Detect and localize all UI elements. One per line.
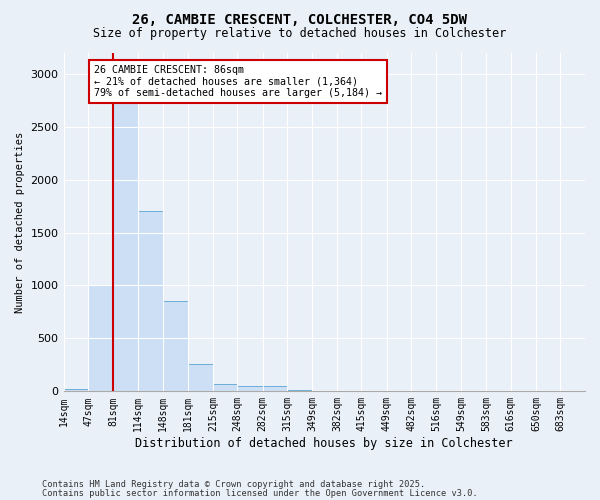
X-axis label: Distribution of detached houses by size in Colchester: Distribution of detached houses by size … bbox=[136, 437, 513, 450]
Y-axis label: Number of detached properties: Number of detached properties bbox=[15, 132, 25, 312]
Text: Contains public sector information licensed under the Open Government Licence v3: Contains public sector information licen… bbox=[42, 488, 478, 498]
Bar bbox=[263, 386, 287, 392]
Bar bbox=[138, 212, 163, 392]
Bar bbox=[64, 389, 88, 392]
Text: Contains HM Land Registry data © Crown copyright and database right 2025.: Contains HM Land Registry data © Crown c… bbox=[42, 480, 425, 489]
Bar bbox=[113, 74, 138, 392]
Text: 26 CAMBIE CRESCENT: 86sqm
← 21% of detached houses are smaller (1,364)
79% of se: 26 CAMBIE CRESCENT: 86sqm ← 21% of detac… bbox=[94, 65, 382, 98]
Bar bbox=[287, 390, 313, 392]
Bar bbox=[188, 364, 213, 392]
Bar bbox=[163, 302, 188, 392]
Text: Size of property relative to detached houses in Colchester: Size of property relative to detached ho… bbox=[94, 28, 506, 40]
Bar bbox=[88, 286, 113, 392]
Bar bbox=[213, 384, 238, 392]
Bar bbox=[238, 386, 263, 392]
Bar bbox=[313, 391, 337, 392]
Text: 26, CAMBIE CRESCENT, COLCHESTER, CO4 5DW: 26, CAMBIE CRESCENT, COLCHESTER, CO4 5DW bbox=[133, 12, 467, 26]
Bar bbox=[361, 391, 386, 392]
